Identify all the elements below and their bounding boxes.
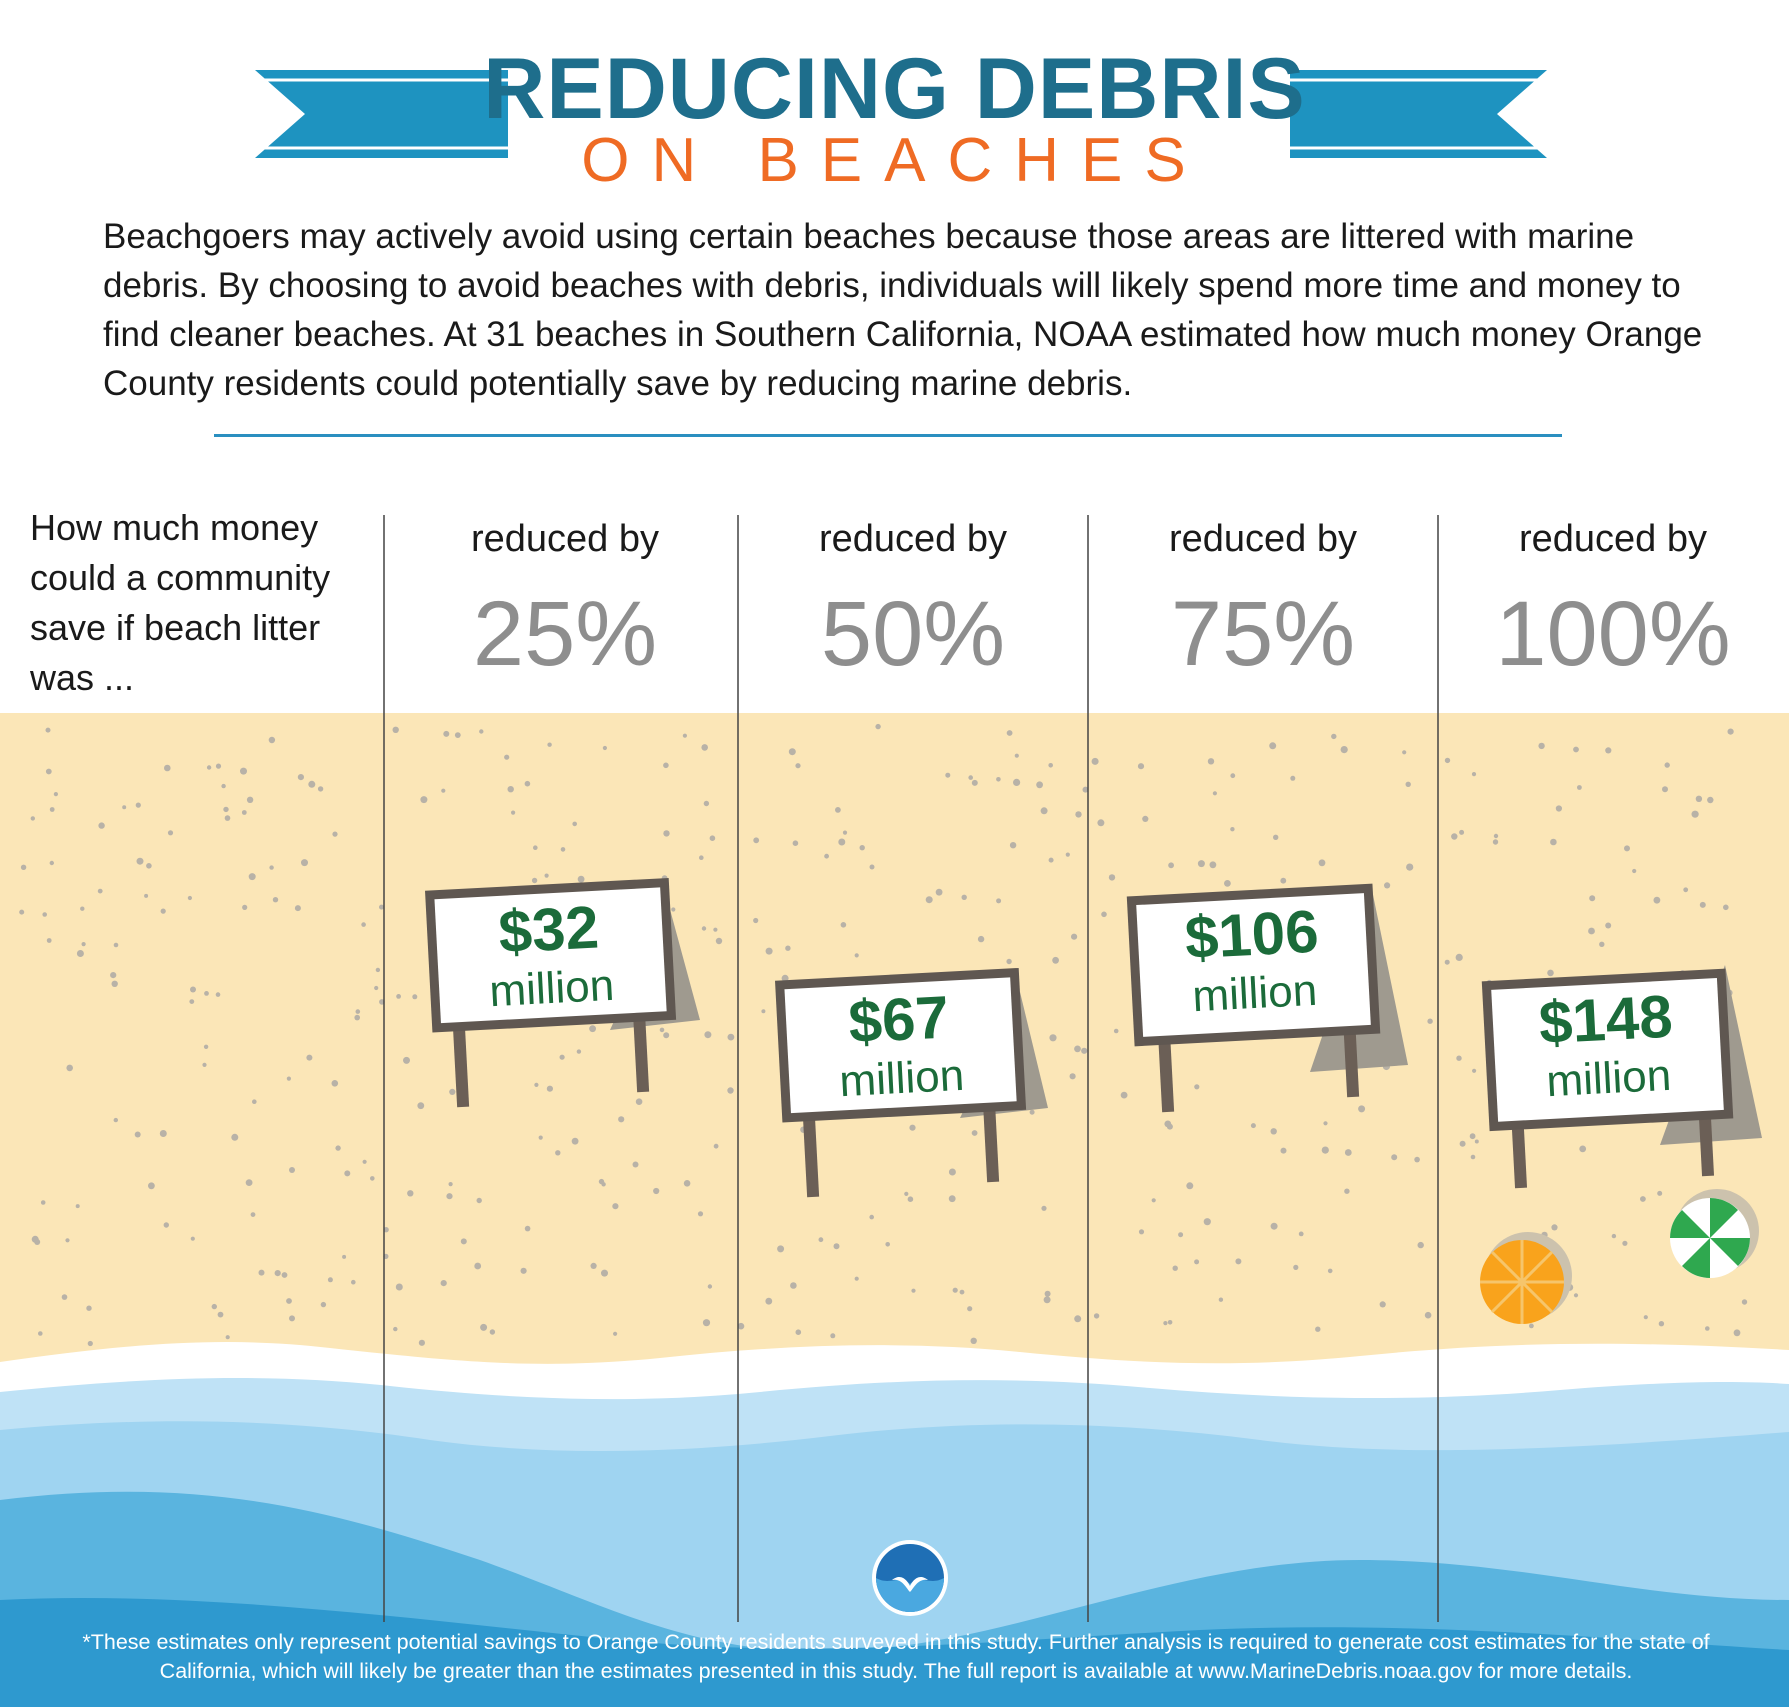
column-label-25: reduced by (470, 518, 659, 560)
ribbon-left-icon (255, 70, 508, 158)
amount-75: $106 (1183, 897, 1321, 972)
sign-50 (775, 967, 1048, 1198)
orange-umbrella-icon (1480, 1232, 1572, 1324)
sign-25-text: $32 million (434, 889, 666, 1020)
deep-water (0, 1598, 1789, 1707)
footnote: *These estimates only represent potentia… (82, 1630, 1710, 1683)
sign-25 (425, 877, 700, 1108)
amount-50: $67 (846, 983, 951, 1056)
question-text: How much money could a community save if… (30, 507, 331, 698)
title: REDUCING DEBRIS (483, 41, 1306, 137)
column-dividers (383, 515, 1439, 1622)
subtitle: ON BEACHES (581, 126, 1208, 195)
column-label-100: reduced by (1518, 518, 1707, 560)
green-umbrella-icon (1670, 1189, 1759, 1278)
sign-50-text: $67 million (784, 979, 1016, 1110)
sign-100-text: $148 million (1491, 979, 1723, 1110)
ribbon-right-icon (1290, 70, 1547, 158)
sign-100 (1481, 965, 1762, 1189)
column-percent-25: 25% (472, 583, 658, 685)
intro-paragraph: Beachgoers may actively avoid using cert… (103, 217, 1703, 403)
amount-100: $148 (1537, 982, 1675, 1057)
column-percent-100: 100% (1495, 583, 1731, 685)
noaa-logo-icon (872, 1540, 948, 1616)
divider (214, 434, 1562, 437)
column-percent-75: 75% (1170, 583, 1356, 685)
sign-75 (1126, 883, 1408, 1113)
amount-25: $32 (496, 893, 601, 966)
column-percent-50: 50% (820, 583, 1006, 685)
sign-75-text: $106 million (1136, 894, 1370, 1025)
column-label-50: reduced by (818, 518, 1007, 560)
column-label-75: reduced by (1168, 518, 1357, 560)
